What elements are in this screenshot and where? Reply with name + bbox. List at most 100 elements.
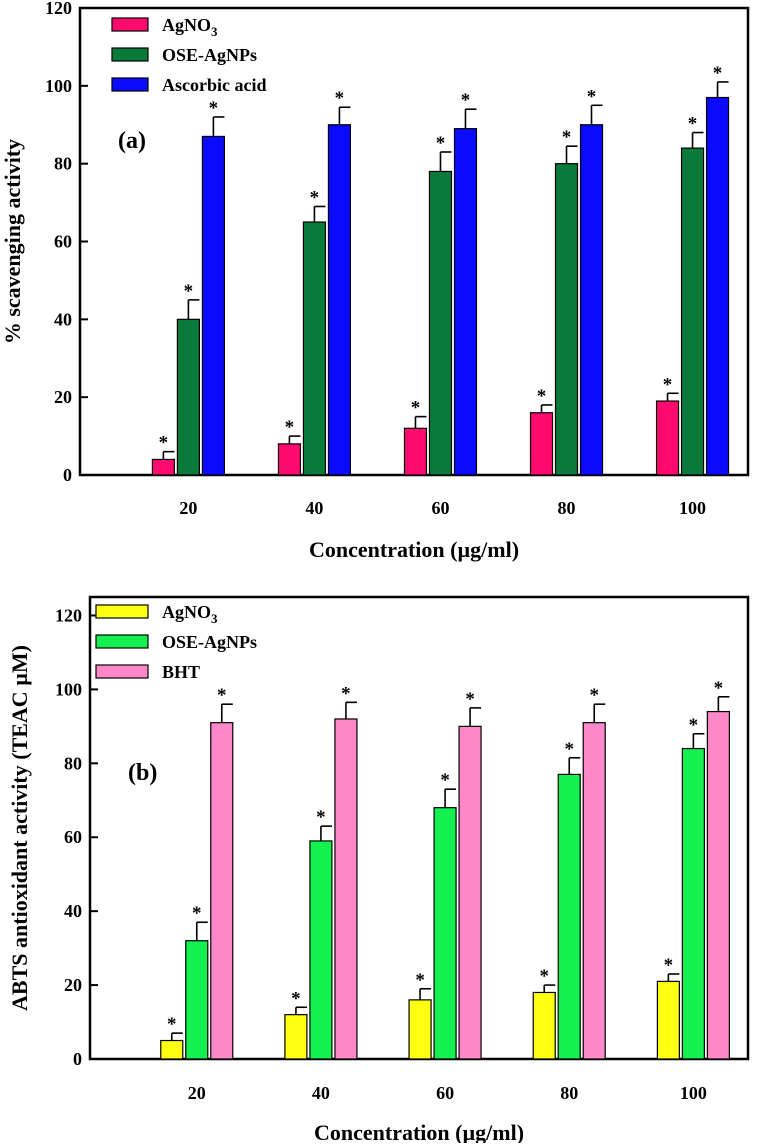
- significance-star: *: [159, 433, 169, 454]
- bar: [532, 991, 556, 1060]
- y-tick-label: 20: [64, 975, 82, 995]
- legend-swatch: [111, 47, 149, 62]
- significance-star: *: [285, 417, 295, 438]
- significance-star: *: [335, 88, 345, 109]
- legend-swatch: [95, 664, 149, 679]
- x-tick-label: 60: [431, 498, 449, 518]
- significance-star: *: [664, 955, 674, 976]
- x-tick-label: 80: [558, 498, 576, 518]
- y-tick-label: 40: [54, 309, 72, 329]
- legend-label: AgNO3: [162, 15, 218, 39]
- chart-panel-a: 0 20 40 60 80 100 120 20 * * * 40 * * * 60 * * * 80 * * * 100 * *…: [0, 0, 750, 562]
- bar: [302, 221, 327, 476]
- bar: [428, 170, 453, 476]
- bar: [284, 1014, 308, 1060]
- x-tick-label: 100: [679, 498, 706, 518]
- chart-panel-b: 0 20 40 60 80 100 120 20 * * * 40 * * * 60 * * * 80 * * * 100 * *…: [7, 595, 750, 1145]
- x-tick-label: 100: [680, 1083, 707, 1103]
- legend-label: BHT: [162, 662, 200, 682]
- legend-label: Ascorbic acid: [162, 75, 266, 95]
- x-tick-label: 60: [436, 1083, 454, 1103]
- x-tick-label: 20: [188, 1083, 206, 1103]
- legend-swatch: [111, 17, 149, 32]
- y-tick-label: 120: [55, 605, 82, 625]
- bar: [403, 427, 428, 476]
- significance-star: *: [440, 770, 450, 791]
- bar: [656, 980, 680, 1060]
- bar: [458, 725, 482, 1060]
- bar: [706, 710, 730, 1060]
- significance-star: *: [217, 685, 227, 706]
- bar: [655, 400, 680, 476]
- bar: [185, 940, 209, 1060]
- bar: [705, 96, 730, 476]
- bar: [408, 999, 432, 1060]
- y-tick-label: 100: [45, 76, 72, 96]
- significance-star: *: [539, 966, 549, 987]
- x-axis-title: Concentration (µg/ml): [309, 537, 519, 562]
- legend-swatch: [95, 634, 149, 649]
- y-tick-label: 60: [54, 232, 72, 252]
- bar: [680, 147, 705, 476]
- significance-star: *: [714, 678, 724, 699]
- y-tick-label: 20: [54, 387, 72, 407]
- significance-star: *: [341, 683, 351, 704]
- bar: [557, 773, 581, 1060]
- x-axis-title: Concentration (µg/ml): [314, 1120, 524, 1143]
- legend-subscript: 3: [211, 611, 218, 626]
- significance-star: *: [465, 689, 475, 710]
- significance-star: *: [436, 133, 446, 154]
- bar: [554, 163, 579, 476]
- significance-star: *: [209, 98, 219, 119]
- legend-swatch: [95, 604, 149, 619]
- legend-label: AgNO3: [162, 602, 218, 626]
- significance-star: *: [167, 1014, 177, 1035]
- y-tick-label: 80: [64, 753, 82, 773]
- bar: [151, 458, 175, 476]
- significance-star: *: [184, 281, 194, 302]
- x-tick-label: 40: [312, 1083, 330, 1103]
- legend-swatch: [111, 77, 149, 92]
- bar: [327, 124, 352, 476]
- significance-star: *: [192, 903, 202, 924]
- bar: [681, 747, 705, 1060]
- bar: [582, 722, 606, 1060]
- legend-label: OSE-AgNPs: [162, 632, 257, 652]
- y-tick-label: 80: [54, 154, 72, 174]
- bar: [210, 722, 234, 1060]
- significance-star: *: [587, 86, 597, 107]
- y-tick-label: 100: [55, 679, 82, 699]
- significance-star: *: [689, 715, 699, 736]
- bar: [277, 443, 302, 476]
- bar: [176, 318, 200, 476]
- significance-star: *: [589, 685, 599, 706]
- significance-star: *: [411, 398, 421, 419]
- significance-star: *: [316, 807, 326, 828]
- significance-star: *: [461, 90, 471, 111]
- x-tick-label: 80: [560, 1083, 578, 1103]
- bar: [433, 807, 457, 1060]
- significance-star: *: [537, 386, 547, 407]
- y-tick-label: 0: [63, 465, 72, 485]
- y-axis-title: % scavenging activity: [0, 139, 25, 344]
- bar: [579, 124, 604, 476]
- bar: [309, 840, 333, 1060]
- bar: [529, 412, 554, 476]
- y-tick-label: 40: [64, 901, 82, 921]
- y-tick-label: 60: [64, 827, 82, 847]
- panel-label: (b): [128, 760, 157, 786]
- significance-star: *: [291, 988, 301, 1009]
- bar: [160, 1039, 184, 1060]
- bar: [201, 135, 225, 476]
- bar: [334, 718, 358, 1060]
- significance-star: *: [688, 114, 698, 135]
- legend-subscript: 3: [211, 24, 218, 39]
- significance-star: *: [562, 127, 572, 148]
- x-tick-label: 40: [305, 498, 323, 518]
- y-axis-title: ABTS antioxidant activity (TEAC µM): [7, 645, 32, 1011]
- panel-label: (a): [118, 128, 146, 154]
- significance-star: *: [713, 63, 723, 84]
- x-tick-label: 20: [179, 498, 197, 518]
- significance-star: *: [415, 970, 425, 991]
